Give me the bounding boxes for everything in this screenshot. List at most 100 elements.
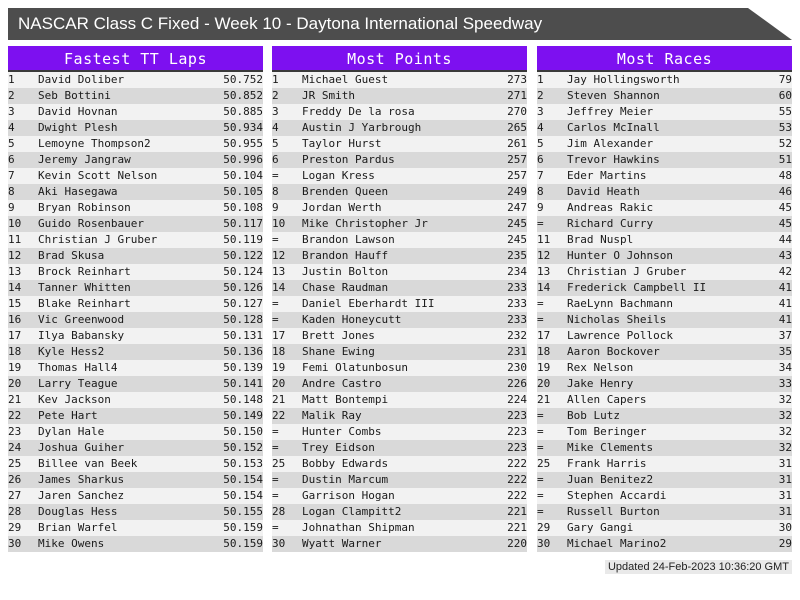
table-row: 15 Blake Reinhart 50.127 bbox=[8, 296, 263, 312]
row-position: 28 bbox=[8, 505, 22, 518]
row-position: 19 bbox=[272, 361, 286, 374]
table-row: 25 Frank Harris 31 bbox=[537, 456, 792, 472]
row-position: 23 bbox=[8, 425, 22, 438]
row-value: 233 bbox=[507, 281, 527, 294]
row-driver-name: Chase Raudman bbox=[302, 281, 389, 294]
row-position: 6 bbox=[537, 153, 544, 166]
table-row: 18 Shane Ewing 231 bbox=[272, 344, 527, 360]
row-position: 30 bbox=[272, 537, 286, 550]
row-value: 41 bbox=[778, 297, 792, 310]
row-position: 10 bbox=[8, 217, 22, 230]
table-row: 6 Preston Pardus 257 bbox=[272, 152, 527, 168]
table-row: 1 Jay Hollingsworth 79 bbox=[537, 72, 792, 88]
row-position: = bbox=[272, 473, 279, 486]
row-position: 4 bbox=[8, 121, 15, 134]
row-position: 13 bbox=[8, 265, 22, 278]
row-position: 19 bbox=[537, 361, 551, 374]
row-driver-name: Rex Nelson bbox=[567, 361, 634, 374]
table-row: = Logan Kress 257 bbox=[272, 168, 527, 184]
table-row: 5 Jim Alexander 52 bbox=[537, 136, 792, 152]
row-position: = bbox=[272, 425, 279, 438]
table-row: 1 Michael Guest 273 bbox=[272, 72, 527, 88]
title-bar: NASCAR Class C Fixed - Week 10 - Daytona… bbox=[8, 8, 792, 40]
row-driver-name: Steven Shannon bbox=[567, 89, 660, 102]
row-position: 11 bbox=[8, 233, 22, 246]
row-value: 235 bbox=[507, 249, 527, 262]
row-position: 21 bbox=[537, 393, 551, 406]
table-row: 29 Gary Gangi 30 bbox=[537, 520, 792, 536]
row-driver-name: Frederick Campbell II bbox=[567, 281, 707, 294]
table-row: 18 Kyle Hess2 50.136 bbox=[8, 344, 263, 360]
row-driver-name: Carlos McInall bbox=[567, 121, 660, 134]
row-driver-name: Michael Guest bbox=[302, 73, 389, 86]
table-row: = Garrison Hogan 222 bbox=[272, 488, 527, 504]
row-position: 18 bbox=[8, 345, 22, 358]
row-value: 247 bbox=[507, 201, 527, 214]
row-position: 11 bbox=[537, 233, 551, 246]
row-driver-name: Justin Bolton bbox=[302, 265, 389, 278]
row-driver-name: Brandon Lawson bbox=[302, 233, 395, 246]
table-row: = Mike Clements 32 bbox=[537, 440, 792, 456]
row-position: 17 bbox=[8, 329, 22, 342]
table-row: 9 Jordan Werth 247 bbox=[272, 200, 527, 216]
row-driver-name: Johnathan Shipman bbox=[302, 521, 415, 534]
row-position: 7 bbox=[537, 169, 544, 182]
row-value: 35 bbox=[778, 345, 792, 358]
table-row: 20 Larry Teague 50.141 bbox=[8, 376, 263, 392]
row-value: 50.153 bbox=[223, 457, 263, 470]
row-value: 51 bbox=[778, 153, 792, 166]
row-driver-name: Douglas Hess bbox=[38, 505, 118, 518]
row-value: 52 bbox=[778, 137, 792, 150]
row-position: 18 bbox=[272, 345, 286, 358]
row-value: 29 bbox=[778, 537, 792, 550]
row-value: 50.752 bbox=[223, 73, 263, 86]
table-row: 8 Brenden Queen 249 bbox=[272, 184, 527, 200]
row-value: 224 bbox=[507, 393, 527, 406]
table-row: = RaeLynn Bachmann 41 bbox=[537, 296, 792, 312]
row-position: = bbox=[272, 233, 279, 246]
table-row: 24 Joshua Guiher 50.152 bbox=[8, 440, 263, 456]
table-row: 12 Hunter O Johnson 43 bbox=[537, 248, 792, 264]
row-position: = bbox=[272, 169, 279, 182]
table-row: 20 Andre Castro 226 bbox=[272, 376, 527, 392]
row-position: = bbox=[272, 489, 279, 502]
row-position: 20 bbox=[272, 377, 286, 390]
row-driver-name: Blake Reinhart bbox=[38, 297, 131, 310]
table-row: 4 Austin J Yarbrough 265 bbox=[272, 120, 527, 136]
row-position: 4 bbox=[537, 121, 544, 134]
row-value: 32 bbox=[778, 441, 792, 454]
table-row: 16 Vic Greenwood 50.128 bbox=[8, 312, 263, 328]
row-position: = bbox=[272, 297, 279, 310]
row-value: 234 bbox=[507, 265, 527, 278]
row-driver-name: Logan Clampitt2 bbox=[302, 505, 402, 518]
table-row: 17 Lawrence Pollock 37 bbox=[537, 328, 792, 344]
row-driver-name: Thomas Hall4 bbox=[38, 361, 118, 374]
table-row: 17 Ilya Babansky 50.131 bbox=[8, 328, 263, 344]
row-value: 50.155 bbox=[223, 505, 263, 518]
row-value: 271 bbox=[507, 89, 527, 102]
row-value: 257 bbox=[507, 153, 527, 166]
row-value: 257 bbox=[507, 169, 527, 182]
row-position: 29 bbox=[8, 521, 22, 534]
row-position: 2 bbox=[272, 89, 279, 102]
table-row: 13 Brock Reinhart 50.124 bbox=[8, 264, 263, 280]
row-position: 19 bbox=[8, 361, 22, 374]
row-driver-name: Brad Skusa bbox=[38, 249, 105, 262]
row-driver-name: Femi Olatunbosun bbox=[302, 361, 408, 374]
row-driver-name: Hunter O Johnson bbox=[567, 249, 673, 262]
row-position: 9 bbox=[272, 201, 279, 214]
row-value: 50.149 bbox=[223, 409, 263, 422]
row-position: 3 bbox=[537, 105, 544, 118]
table-row: = Hunter Combs 223 bbox=[272, 424, 527, 440]
row-position: = bbox=[272, 521, 279, 534]
table-row: 5 Taylor Hurst 261 bbox=[272, 136, 527, 152]
row-driver-name: Jim Alexander bbox=[567, 137, 654, 150]
table-row: 2 Steven Shannon 60 bbox=[537, 88, 792, 104]
row-position: = bbox=[537, 505, 544, 518]
row-position: 13 bbox=[272, 265, 286, 278]
table-row: 9 Bryan Robinson 50.108 bbox=[8, 200, 263, 216]
row-value: 79 bbox=[778, 73, 792, 86]
table-row: 17 Brett Jones 232 bbox=[272, 328, 527, 344]
row-driver-name: Daniel Eberhardt III bbox=[302, 297, 435, 310]
row-position: 14 bbox=[8, 281, 22, 294]
